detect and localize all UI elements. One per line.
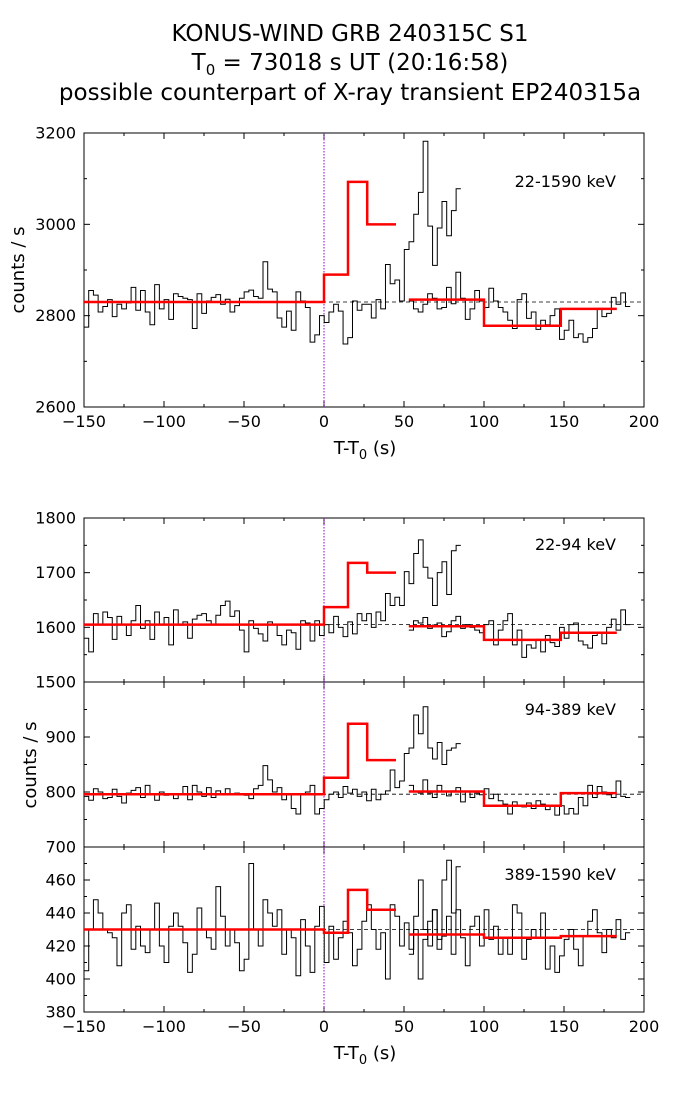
x-axis-label-subscript: 0 <box>359 1053 367 1068</box>
y-axis-label: counts / s <box>20 721 41 808</box>
x-tick-label: −100 <box>142 1017 186 1036</box>
y-tick-label: 3000 <box>35 215 76 234</box>
x-tick-label: 50 <box>394 1017 414 1036</box>
y-tick-label: 420 <box>45 937 76 956</box>
y-axis-label: counts / s <box>8 226 29 313</box>
panel-94-389-kev: 700 800 900 94-389 keV counts / s <box>20 681 645 857</box>
panel-389-1590-kev: −150 −100 −50 0 50 100 150 200 380 400 420 440 460 3… <box>45 846 660 1068</box>
model-step-function <box>84 888 617 939</box>
x-tick-label: 0 <box>319 412 329 431</box>
x-tick-label: 100 <box>469 412 500 431</box>
x-axis-label: T-T0 (s) <box>333 1043 397 1068</box>
count-rate-histogram <box>84 706 461 815</box>
energy-band-label: 22-1590 keV <box>515 172 616 191</box>
x-tick-label: −50 <box>227 412 261 431</box>
x-axis-label-main: T-T <box>333 1043 360 1064</box>
x-tick-label: −50 <box>227 1017 261 1036</box>
y-tick-label: 800 <box>45 783 76 802</box>
y-tick-label: 1700 <box>35 563 76 582</box>
count-rate-histogram <box>408 609 631 658</box>
figure-title: KONUS-WIND GRB 240315C S1 T0 = 73018 s U… <box>59 21 641 106</box>
x-tick-label: −150 <box>62 1017 106 1036</box>
x-tick-label: 150 <box>549 1017 580 1036</box>
x-axis-label-main: T-T <box>333 438 360 459</box>
x-axis-label-unit: (s) <box>367 438 396 459</box>
count-rate-histogram <box>84 140 461 345</box>
x-axis-label-unit: (s) <box>367 1043 396 1064</box>
count-rate-histogram <box>84 859 461 980</box>
title-line-2-rest: = 73018 s UT (20:16:58) <box>215 50 508 76</box>
x-tick-label: −100 <box>142 412 186 431</box>
energy-band-label: 94-389 keV <box>525 700 616 719</box>
x-tick-label: 200 <box>629 1017 660 1036</box>
x-tick-label: 200 <box>629 412 660 431</box>
count-rate-histogram <box>408 271 631 343</box>
model-step-function <box>84 561 617 642</box>
y-tick-label: 2800 <box>35 306 76 325</box>
y-tick-label: 380 <box>45 1003 76 1022</box>
x-tick-label: 0 <box>319 1017 329 1036</box>
y-tick-label: 3200 <box>35 124 76 143</box>
x-tick-label: −150 <box>62 412 106 431</box>
count-rate-histogram <box>84 539 461 653</box>
x-axis-label: T-T0 (s) <box>333 438 397 463</box>
y-tick-label: 460 <box>45 871 76 890</box>
y-tick-label: 1600 <box>35 618 76 637</box>
y-tick-label: 1500 <box>35 673 76 692</box>
x-tick-label: 150 <box>549 412 580 431</box>
energy-band-label: 389-1590 keV <box>504 865 616 884</box>
energy-band-label: 22-94 keV <box>535 535 616 554</box>
count-rate-histogram <box>408 779 631 816</box>
x-tick-label: 50 <box>394 412 414 431</box>
panel-22-1590-kev: −150 −100 −50 0 50 100 150 2002600280030003200 … <box>8 124 659 464</box>
y-tick-label: 440 <box>45 904 76 923</box>
count-rate-histogram <box>408 904 631 980</box>
y-tick-label: 2600 <box>35 398 76 417</box>
model-step-function <box>84 722 617 807</box>
x-axis-label-subscript: 0 <box>359 448 367 463</box>
y-tick-label: 1800 <box>35 509 76 528</box>
y-tick-label: 900 <box>45 728 76 747</box>
title-line-2-subscript: 0 <box>206 61 216 79</box>
title-line-2: T0 = 73018 s UT (20:16:58) <box>191 50 509 79</box>
panel-22-94-kev: 1500 1600 1700 1800 22-94 keV <box>35 509 645 692</box>
title-line-3: possible counterpart of X-ray transient … <box>59 80 641 106</box>
title-line-2-prefix: T <box>191 50 207 76</box>
y-tick-label: 400 <box>45 970 76 989</box>
title-line-1: KONUS-WIND GRB 240315C S1 <box>172 21 529 47</box>
y-tick-label: 700 <box>45 838 76 857</box>
x-tick-label: 100 <box>469 1017 500 1036</box>
model-step-function <box>84 180 617 327</box>
